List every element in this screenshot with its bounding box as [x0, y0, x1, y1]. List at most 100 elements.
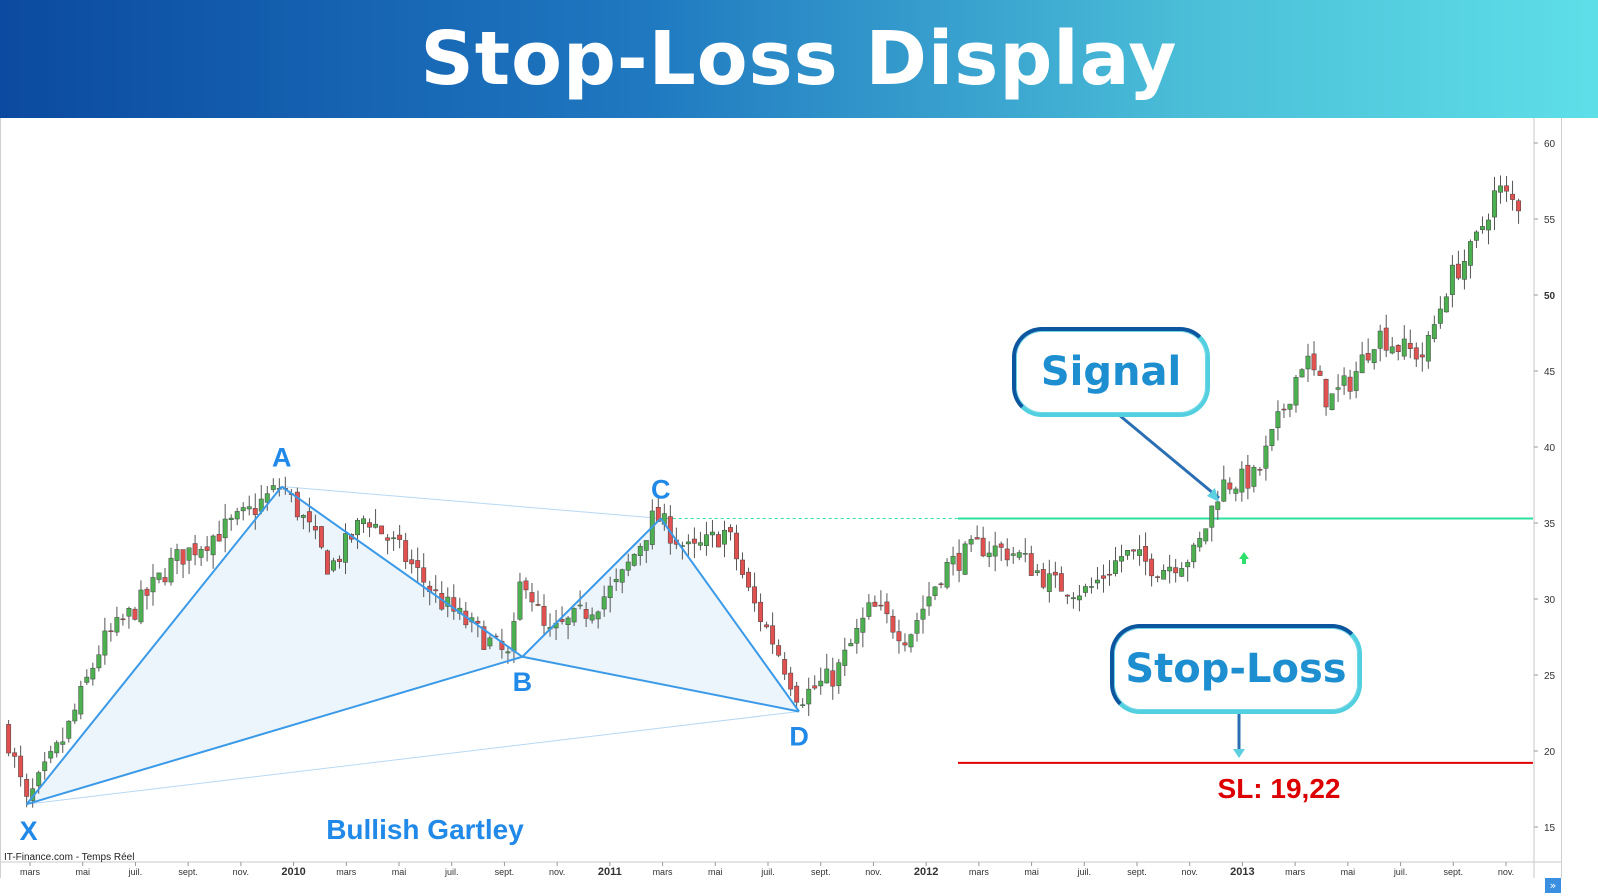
candle-down: [379, 525, 385, 535]
signal-callout: Signal: [1012, 327, 1210, 417]
candle-down: [24, 778, 30, 797]
candle-down: [776, 645, 782, 656]
candle-up: [848, 643, 854, 647]
candle-up: [607, 585, 613, 599]
candle-up: [1251, 466, 1257, 487]
candle-up: [1299, 369, 1305, 378]
candle-up: [1335, 387, 1341, 390]
candle-down: [896, 631, 902, 642]
candle-up: [625, 561, 631, 571]
candle-up: [1269, 429, 1275, 446]
candle-up: [986, 552, 992, 558]
candle-up: [1179, 568, 1185, 577]
candle-down: [716, 534, 721, 548]
candle-down: [956, 552, 962, 571]
candle-up: [1287, 403, 1293, 410]
x-tick-label: nov.: [1182, 867, 1198, 877]
candle-up: [866, 602, 872, 617]
candle-down: [770, 625, 776, 645]
y-tick-label: 55: [1544, 215, 1556, 226]
candle-down: [782, 659, 788, 675]
candle-down: [890, 615, 896, 633]
candle-up: [842, 649, 848, 666]
candle-up: [1341, 375, 1347, 386]
candle-down: [318, 526, 324, 548]
candle-up: [361, 518, 366, 525]
candle-up: [246, 506, 252, 510]
candle-up: [1233, 488, 1239, 494]
x-tick-label: mars: [1285, 867, 1305, 877]
candle-up: [643, 540, 649, 551]
x-tick-label: 2010: [281, 866, 305, 878]
candle-up: [72, 709, 78, 722]
candle-up: [168, 557, 174, 583]
candle-down: [12, 752, 18, 757]
candle-up: [270, 485, 276, 490]
x-tick-label: mai: [708, 867, 723, 877]
candle-down: [144, 588, 150, 596]
x-tick-label: juil.: [128, 867, 143, 877]
candle-up: [1474, 231, 1479, 241]
candle-down: [306, 511, 312, 523]
candle-up: [1467, 241, 1473, 266]
candle-down: [758, 601, 764, 622]
candle-up: [156, 572, 162, 580]
stop-loss-pointer-arrow-icon: [1233, 749, 1245, 758]
candle-up: [1191, 544, 1197, 563]
candle-up: [1401, 338, 1407, 357]
x-tick-label: sept.: [495, 867, 515, 877]
candle-down: [788, 672, 794, 690]
candle-up: [138, 589, 144, 623]
candle-up: [908, 634, 914, 648]
candle-down: [1131, 549, 1137, 552]
candle-up: [1209, 505, 1215, 528]
scroll-forward-icon[interactable]: »: [1545, 878, 1561, 893]
candle-down: [1516, 200, 1522, 212]
x-tick-label: juil.: [1077, 867, 1092, 877]
candle-down: [312, 526, 318, 531]
x-tick-label: mars: [336, 867, 356, 877]
candle-up: [1449, 264, 1455, 295]
candlestick-chart[interactable]: 15 20 25 30 35 40 45 50 55 60 mars mai juil. sept. nov…: [1, 118, 1561, 878]
candle-down: [740, 559, 745, 575]
signal-up-arrow-icon: [1239, 552, 1249, 564]
candle-down: [132, 608, 138, 620]
candle-up: [589, 614, 595, 621]
candle-up: [511, 621, 517, 652]
candle-up: [1359, 354, 1365, 374]
pattern-guide-ac: [281, 486, 661, 519]
candle-down: [541, 606, 547, 626]
candle-down: [1311, 353, 1317, 371]
pattern-point-a: A: [272, 443, 292, 473]
candle-up: [78, 686, 84, 715]
x-tick-label: 2012: [914, 866, 938, 878]
candle-up: [1389, 346, 1395, 354]
candle-up: [186, 547, 192, 561]
candle-up: [331, 560, 336, 571]
candle-up: [264, 493, 270, 503]
stop-loss-callout: Stop-Loss: [1110, 624, 1362, 714]
chart-area[interactable]: 15 20 25 30 35 40 45 50 55 60 mars mai juil. sept. nov…: [0, 118, 1562, 878]
candle-down: [1227, 482, 1233, 490]
candle-up: [577, 604, 583, 607]
pattern-leg-bd: [522, 655, 800, 713]
candle-down: [746, 571, 751, 588]
candle-down: [1173, 567, 1179, 574]
candle-up: [102, 630, 108, 656]
candle-up: [84, 676, 90, 683]
candle-up: [1076, 595, 1082, 601]
candle-up: [1016, 552, 1022, 558]
candle-up: [926, 596, 932, 607]
candle-up: [836, 662, 842, 686]
candle-up: [126, 608, 132, 617]
candle-down: [1028, 553, 1034, 576]
candle-up: [517, 581, 523, 620]
x-tick-label: mai: [75, 867, 90, 877]
candle-down: [1040, 569, 1046, 588]
candle-up: [1437, 308, 1443, 324]
candle-down: [1107, 573, 1112, 576]
candle-down: [216, 534, 222, 542]
candle-down: [18, 755, 24, 778]
candle-up: [1167, 566, 1173, 572]
candle-down: [728, 527, 733, 533]
